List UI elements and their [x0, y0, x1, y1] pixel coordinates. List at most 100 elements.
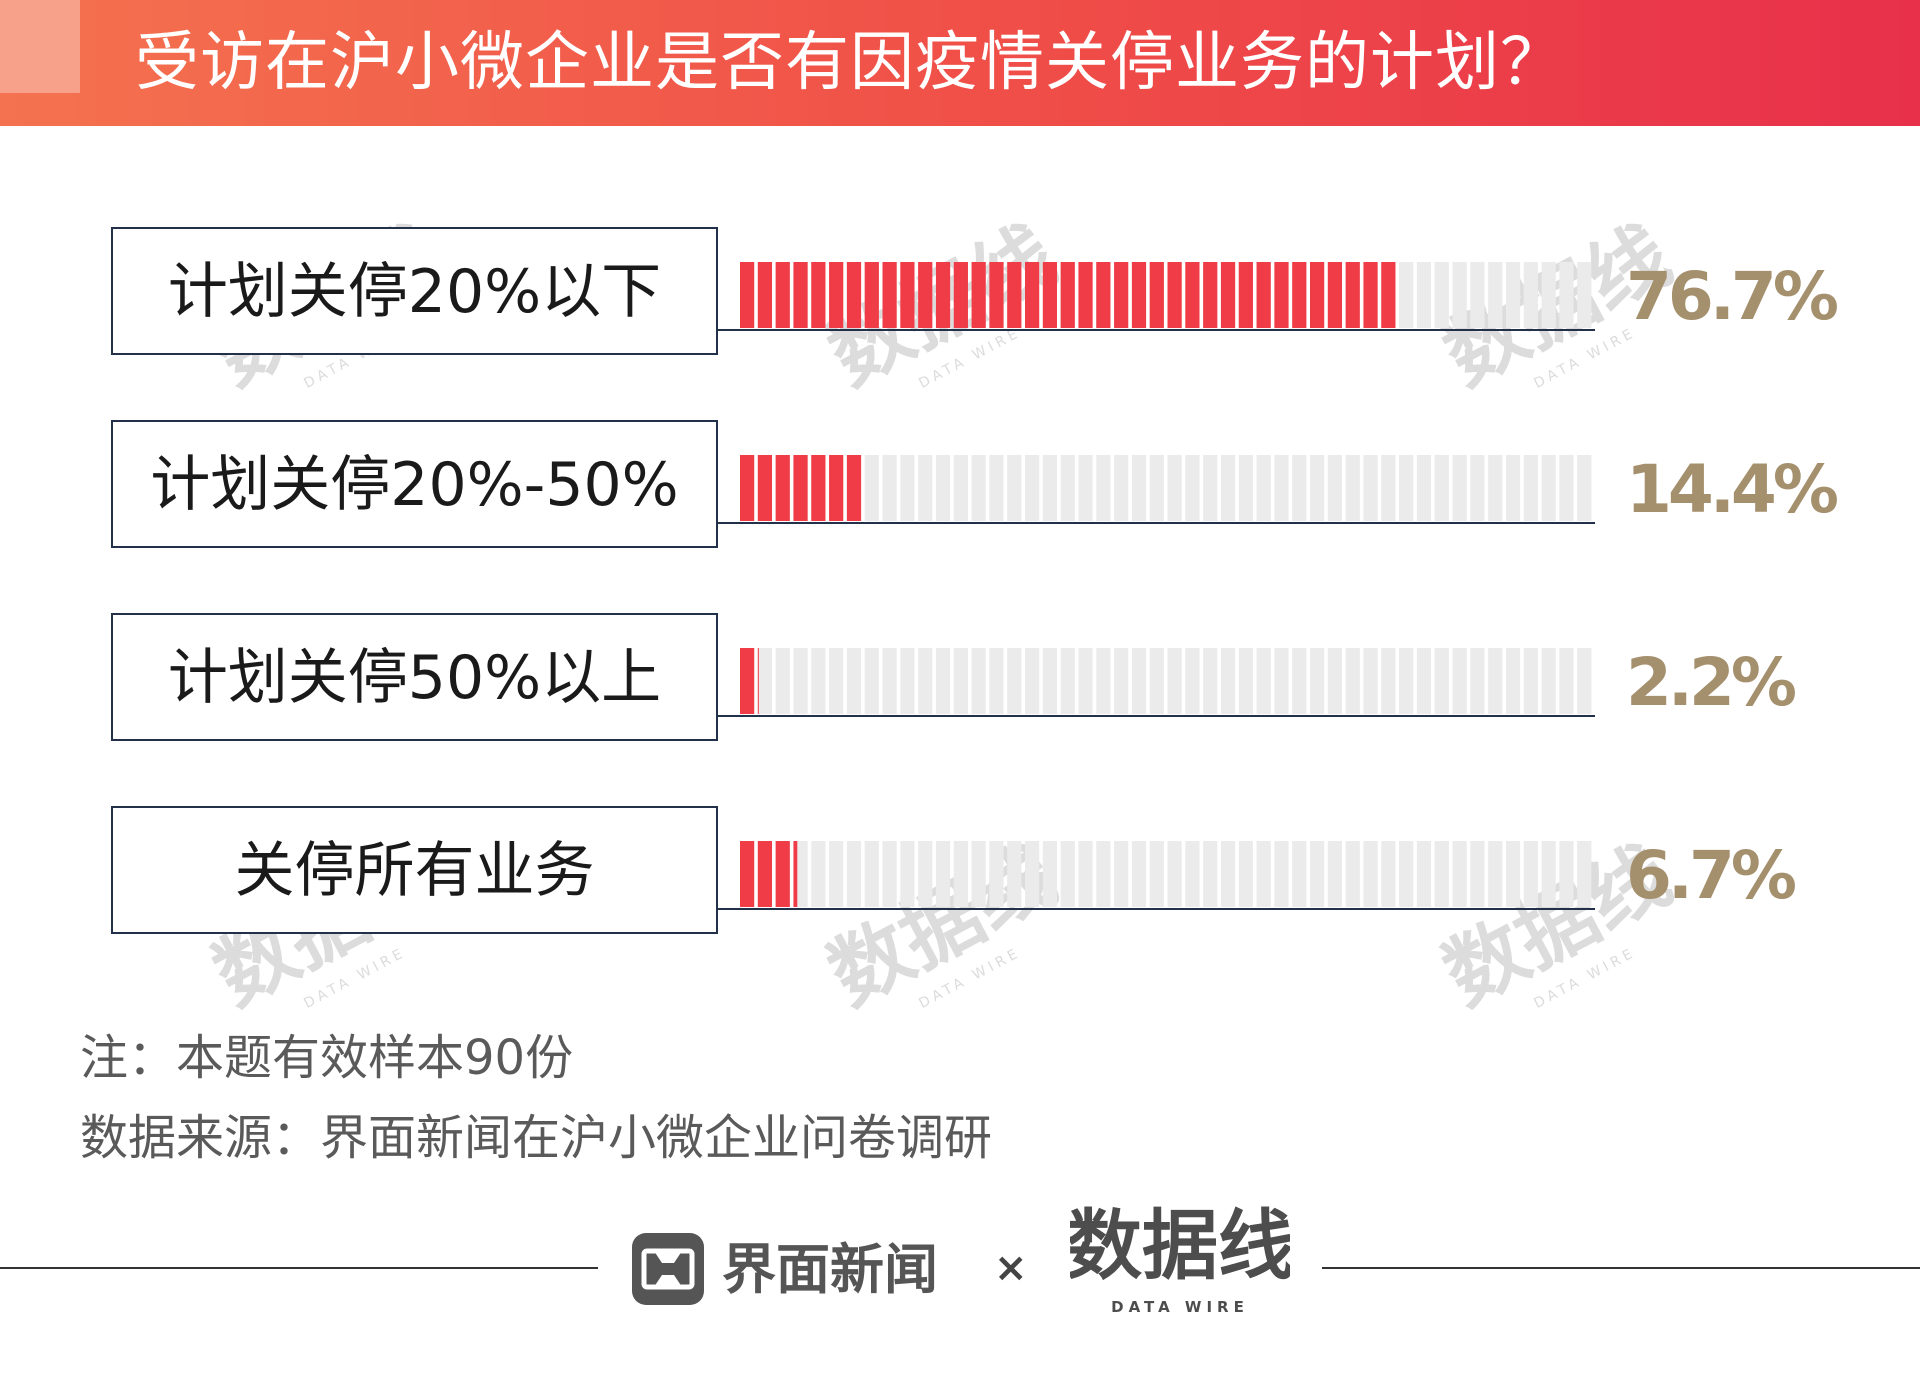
- bar-segment-filled: [775, 455, 790, 521]
- bar-segment-filled: [740, 648, 755, 714]
- bar-segment-filled: [1203, 262, 1218, 328]
- bar-segment-empty: [1238, 841, 1253, 907]
- bar-segment-empty: [1523, 262, 1538, 328]
- notes-block: 注：本题有效样本90份 数据来源：界面新闻在沪小微企业问卷调研: [80, 1018, 992, 1178]
- bar-segment-empty: [900, 841, 915, 907]
- bar-segment-filled: [1310, 262, 1325, 328]
- bar-segment-empty: [1238, 648, 1253, 714]
- bar-segment-empty: [829, 841, 844, 907]
- bar-segment-filled: [740, 262, 755, 328]
- bar-segment-filled: [1185, 262, 1200, 328]
- bar-segment-empty: [918, 455, 933, 521]
- bar-segment-empty: [1434, 455, 1449, 521]
- bar-segment-empty: [1025, 841, 1040, 907]
- bar-segment-filled: [811, 262, 826, 328]
- chart-row: 计划关停20%以下 76.7%: [111, 227, 1842, 355]
- bar-segment-empty: [882, 648, 897, 714]
- bar-segment-empty: [1185, 648, 1200, 714]
- bar-segment-empty: [1399, 262, 1414, 328]
- bar-segment-empty: [1310, 648, 1325, 714]
- bar-segment-filled: [757, 841, 773, 907]
- bar: [740, 841, 1592, 907]
- bar-segment-empty: [864, 648, 879, 714]
- bar-segment-empty: [775, 648, 790, 714]
- bar-segment-empty: [935, 841, 951, 907]
- bar-segment-empty: [1007, 841, 1022, 907]
- chart-rows: 计划关停20%以下 76.7% 计划关停20%-50% 14.4% 计划关停50%以上 2…: [111, 227, 1842, 934]
- category-label: 关停所有业务: [235, 836, 595, 906]
- bar-segment-filled: [1131, 262, 1147, 328]
- bar-segment-empty: [846, 841, 862, 907]
- bar-segment-empty: [829, 648, 844, 714]
- bar-segment-empty: [1327, 648, 1343, 714]
- bar-segment-empty: [1559, 648, 1574, 714]
- source-note: 数据来源：界面新闻在沪小微企业问卷调研: [80, 1110, 993, 1166]
- header-banner: 受访在沪小微企业是否有因疫情关停业务的计划？: [0, 0, 1920, 126]
- bar-segment-filled: [989, 262, 1004, 328]
- bar-segment-empty: [846, 648, 862, 714]
- bar-segment-empty: [1167, 841, 1182, 907]
- bar-segment-empty: [918, 841, 933, 907]
- bar-segment-empty: [1434, 841, 1449, 907]
- bar-segment-empty: [1007, 648, 1022, 714]
- bar-segment-filled: [864, 262, 879, 328]
- category-label: 计划关停20%以下: [168, 257, 661, 327]
- bar-segment-filled: [1238, 262, 1253, 328]
- bar: [740, 648, 1592, 714]
- bar-segment-empty: [1541, 455, 1556, 521]
- bar-segment-empty: [1203, 455, 1218, 521]
- bar-segment-empty: [989, 648, 1004, 714]
- bar-segment-empty: [1131, 455, 1147, 521]
- bar-segment-empty: [1274, 841, 1289, 907]
- bar-segment-filled: [1274, 262, 1289, 328]
- chart-row: 计划关停50%以上 2.2%: [111, 613, 1800, 741]
- bar-segment-empty: [989, 455, 1004, 521]
- bar-segment-empty: [1310, 455, 1325, 521]
- bar-segment-empty: [1541, 262, 1556, 328]
- sample-note: 注：本题有效样本90份: [80, 1030, 574, 1086]
- bar-segment-empty: [1416, 648, 1432, 714]
- bar-segment-empty: [1185, 841, 1200, 907]
- bar-segment-filled: [740, 841, 755, 907]
- bar-segment-filled: [775, 262, 790, 328]
- bar-segment-empty: [1505, 648, 1521, 714]
- bar-segment-filled: [793, 262, 808, 328]
- chart-title: 受访在沪小微企业是否有因疫情关停业务的计划？: [135, 26, 1565, 100]
- bar-segment-empty: [935, 455, 951, 521]
- bar-segment-filled: [793, 455, 808, 521]
- bar-segment-empty: [1025, 455, 1040, 521]
- category-label: 计划关停50%以上: [168, 643, 661, 713]
- bar-segment-empty: [1078, 455, 1093, 521]
- bar-segment-empty: [1488, 262, 1503, 328]
- category-box: [111, 420, 718, 548]
- bar-segment-filled: [1220, 262, 1236, 328]
- bar-segment-empty: [1131, 648, 1147, 714]
- bar-segment-empty: [1060, 648, 1075, 714]
- category-box: [111, 806, 718, 934]
- header-accent-square: [0, 0, 80, 93]
- bar-segment-empty: [1488, 841, 1503, 907]
- bar-segment-empty: [1470, 841, 1485, 907]
- bar-segment-empty: [1523, 648, 1538, 714]
- bar-segment-empty: [953, 648, 968, 714]
- bar-segment-filled: [829, 262, 844, 328]
- bar-segment-empty: [1310, 841, 1325, 907]
- bar-segment-empty: [900, 455, 915, 521]
- bar-segment-empty: [1167, 648, 1182, 714]
- bar-segment-empty: [1185, 455, 1200, 521]
- bar-segment-empty: [1399, 841, 1414, 907]
- bar-segment-empty: [1470, 455, 1485, 521]
- bar-segment-empty: [811, 648, 826, 714]
- bar-segment-empty: [1416, 262, 1432, 328]
- bar-segment-empty: [1078, 841, 1093, 907]
- bar-segment-empty: [1256, 841, 1271, 907]
- bar-segment-empty: [1452, 841, 1467, 907]
- bar-segment-empty: [935, 648, 951, 714]
- bar-segment-filled: [846, 262, 862, 328]
- bar-segment-filled: [1114, 262, 1129, 328]
- bar-segment-empty: [1363, 841, 1378, 907]
- bar-segment-filled: [882, 262, 897, 328]
- bar-segment-filled: [953, 262, 968, 328]
- bar-segment-filled: [900, 262, 915, 328]
- datawire-logo-subtitle: DATA WIRE: [1111, 1298, 1249, 1316]
